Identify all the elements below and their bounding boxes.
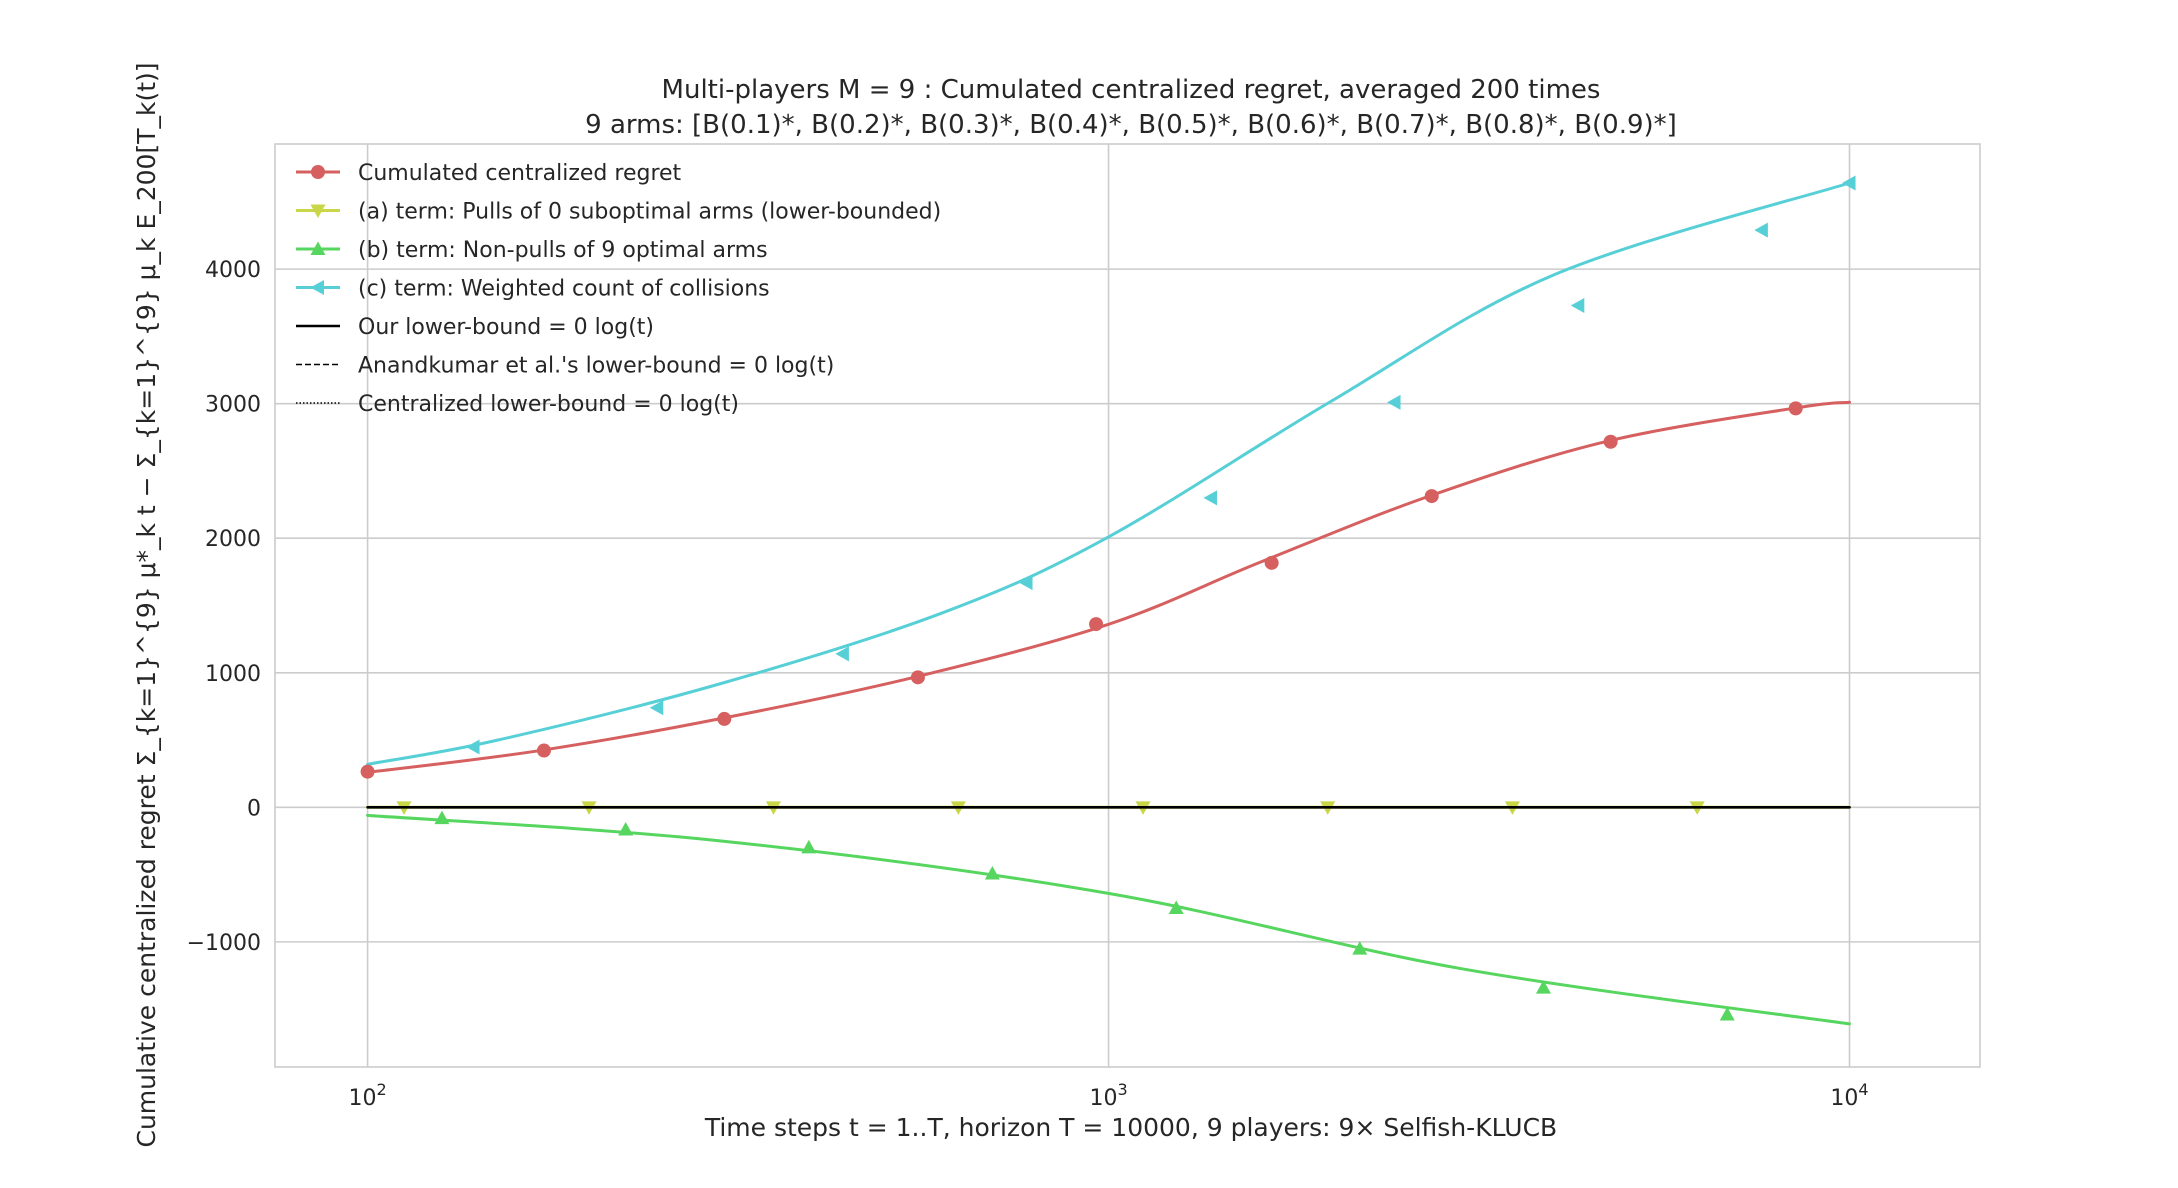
legend-marker bbox=[311, 165, 325, 179]
legend-label: Anandkumar et al.'s lower-bound = 0 log(… bbox=[358, 354, 834, 379]
data-point bbox=[1842, 175, 1856, 191]
data-point bbox=[1168, 900, 1184, 914]
data-point bbox=[984, 866, 1000, 880]
data-point bbox=[1352, 941, 1368, 955]
legend-entry: (a) term: Pulls of 0 suboptimal arms (lo… bbox=[296, 200, 941, 225]
data-point bbox=[649, 700, 664, 716]
data-point bbox=[1754, 222, 1768, 238]
series-0 bbox=[360, 400, 1851, 779]
data-point bbox=[1424, 489, 1439, 504]
data-point bbox=[1570, 297, 1585, 313]
data-point bbox=[360, 764, 375, 779]
legend-entry: (c) term: Weighted count of collisions bbox=[296, 277, 770, 302]
x-tick-base: 10 bbox=[1830, 1086, 1858, 1111]
data-point bbox=[1603, 434, 1618, 449]
data-point bbox=[910, 670, 925, 685]
legend-marker bbox=[310, 241, 326, 255]
x-tick-base: 10 bbox=[1089, 1086, 1117, 1111]
data-point bbox=[1203, 490, 1218, 506]
data-point bbox=[801, 839, 817, 854]
x-tick-label: 102 bbox=[348, 1080, 386, 1111]
data-point bbox=[1535, 980, 1551, 994]
legend-label: Centralized lower-bound = 0 log(t) bbox=[358, 392, 739, 417]
data-point bbox=[835, 646, 849, 662]
x-axis-label: Time steps t = 1..T, horizon T = 10000, … bbox=[704, 1113, 1557, 1142]
series-layer bbox=[360, 175, 1856, 1026]
legend-entry: Our lower-bound = 0 log(t) bbox=[296, 315, 654, 340]
legend-marker bbox=[310, 280, 324, 295]
y-axis-label: Cumulative centralized regret Σ_{k=1}^{9… bbox=[132, 62, 161, 1147]
legend-entry: Cumulated centralized regret bbox=[296, 161, 682, 186]
data-point bbox=[434, 810, 450, 825]
y-tick-label: 0 bbox=[247, 796, 261, 821]
x-tick-label: 103 bbox=[1089, 1080, 1127, 1111]
y-tick-label: −1000 bbox=[187, 931, 261, 956]
legend-label: Our lower-bound = 0 log(t) bbox=[358, 315, 654, 340]
legend-label: (c) term: Weighted count of collisions bbox=[358, 277, 770, 302]
data-point bbox=[536, 743, 551, 758]
x-tick-base: 10 bbox=[348, 1086, 376, 1111]
y-tick-label: 2000 bbox=[205, 527, 261, 552]
chart-subtitle: 9 arms: [B(0.1)*, B(0.2)*, B(0.3)*, B(0.… bbox=[585, 110, 1677, 140]
data-point bbox=[1019, 575, 1033, 591]
series-line bbox=[366, 813, 1851, 1026]
legend-marker bbox=[310, 204, 326, 218]
x-tick-exponent: 2 bbox=[376, 1080, 386, 1099]
legend: Cumulated centralized regret (a) term: Pu… bbox=[296, 161, 941, 417]
data-point bbox=[1264, 555, 1279, 570]
chart-title: Multi-players M = 9 : Cumulated centrali… bbox=[662, 75, 1601, 105]
legend-label: (a) term: Pulls of 0 suboptimal arms (lo… bbox=[358, 200, 941, 225]
y-tick-label: 4000 bbox=[205, 258, 261, 283]
data-point bbox=[717, 711, 732, 726]
data-point bbox=[1719, 1007, 1735, 1021]
legend-entry: Centralized lower-bound = 0 log(t) bbox=[296, 392, 739, 417]
y-tick-label: 3000 bbox=[205, 393, 261, 418]
series-line bbox=[366, 181, 1851, 766]
data-point bbox=[466, 739, 480, 755]
data-point bbox=[1788, 401, 1803, 416]
x-tick-label: 104 bbox=[1830, 1080, 1868, 1111]
plot-frame bbox=[274, 143, 1981, 1068]
data-point bbox=[1089, 617, 1104, 632]
legend-label: Cumulated centralized regret bbox=[358, 161, 682, 186]
data-point bbox=[1387, 394, 1401, 410]
x-tick-exponent: 3 bbox=[1117, 1080, 1127, 1099]
x-tick-exponent: 4 bbox=[1858, 1080, 1868, 1099]
series-line bbox=[366, 400, 1851, 774]
y-tick-label: 1000 bbox=[205, 662, 261, 687]
legend-label: (b) term: Non-pulls of 9 optimal arms bbox=[358, 238, 768, 263]
legend-entry: (b) term: Non-pulls of 9 optimal arms bbox=[296, 238, 768, 263]
data-point bbox=[618, 822, 634, 836]
series-3 bbox=[366, 175, 1856, 766]
series-2 bbox=[366, 810, 1851, 1026]
legend-entry: Anandkumar et al.'s lower-bound = 0 log(… bbox=[296, 354, 834, 379]
